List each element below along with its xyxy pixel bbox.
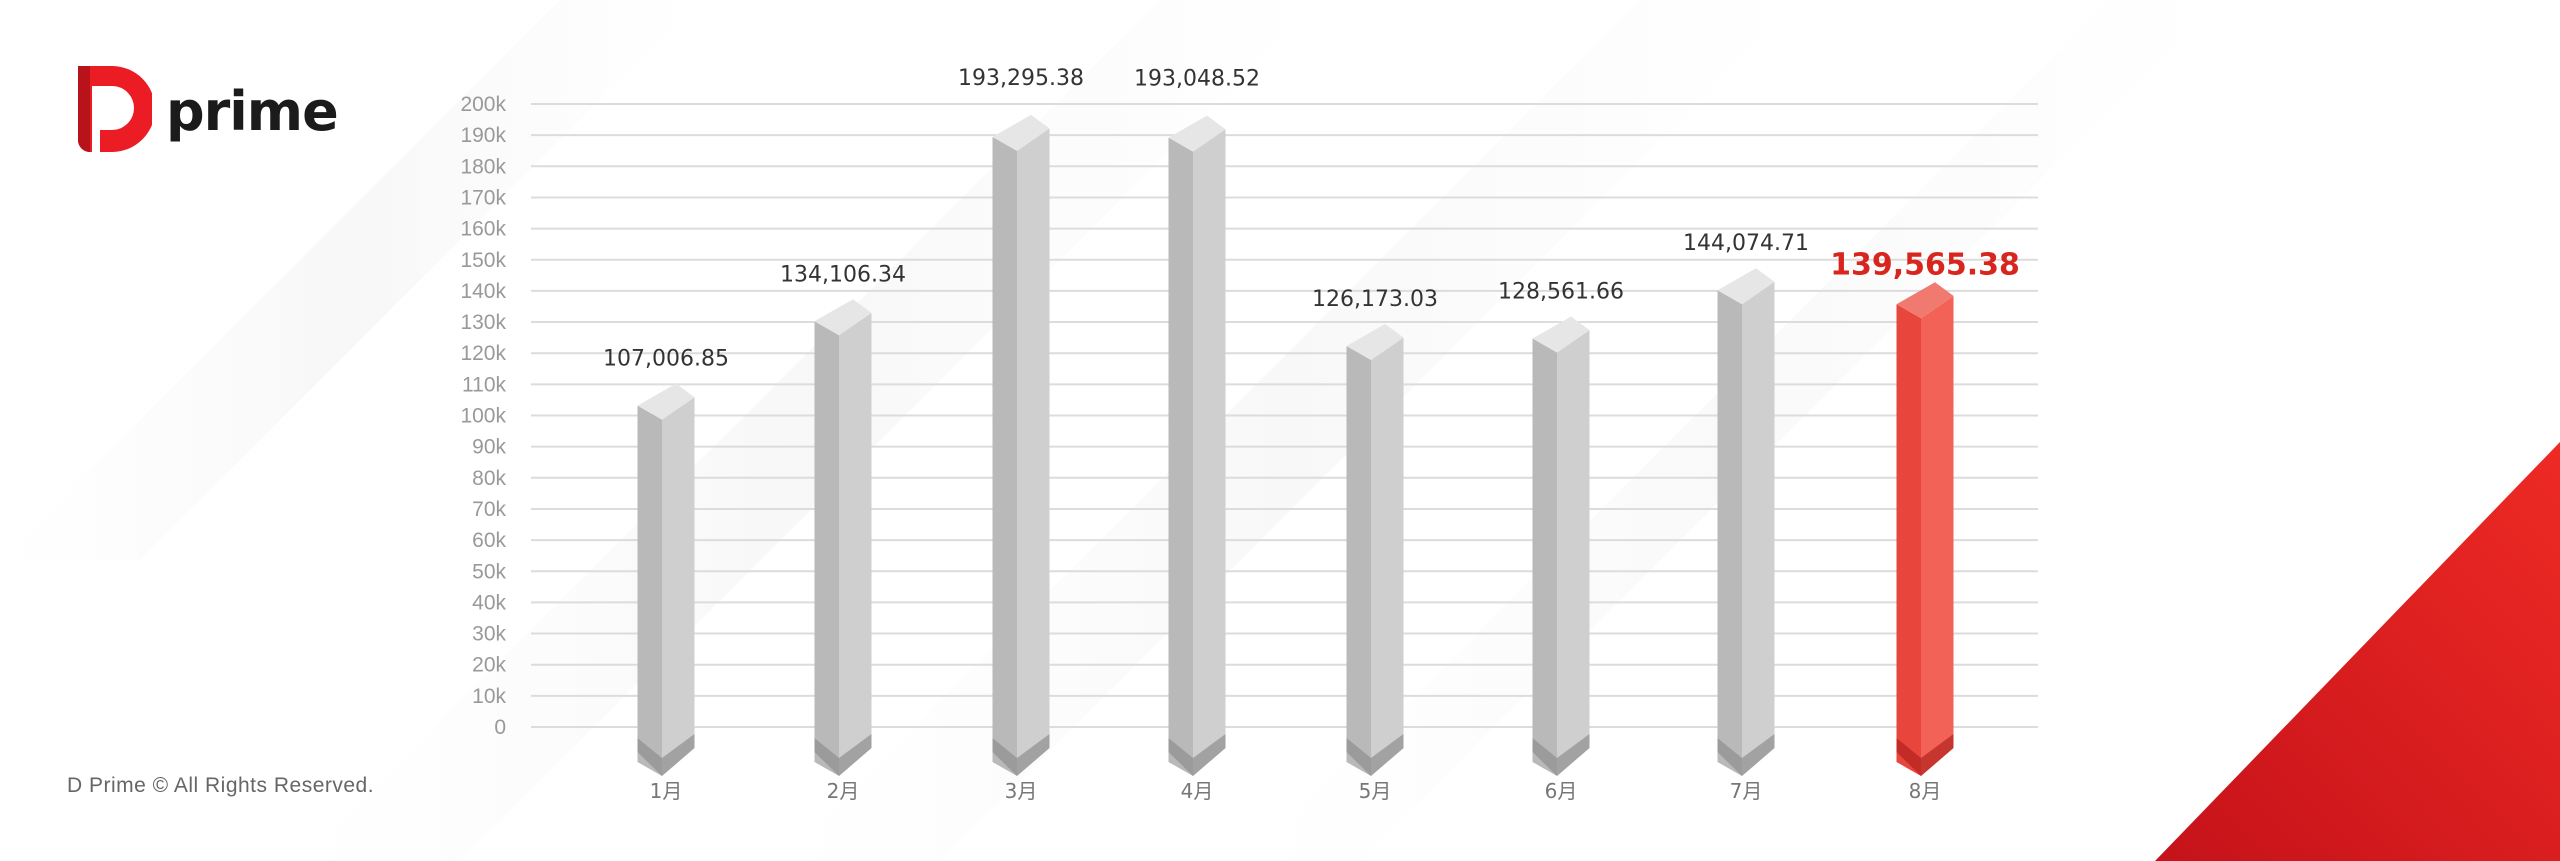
y-tick-label: 150k: [460, 249, 506, 272]
y-tick-label: 160k: [460, 218, 506, 241]
bar-base: [1532, 734, 1590, 776]
x-tick-label: 5月: [1359, 779, 1392, 803]
bar-side-face: [839, 312, 872, 776]
bar-front-face: [1896, 304, 1921, 776]
bar-value-label: 128,561.66: [1498, 280, 1624, 305]
y-tick-label: 170k: [460, 186, 506, 209]
y-tick-label: 190k: [460, 124, 506, 147]
bar-front-face: [1717, 290, 1742, 776]
y-tick-label: 130k: [460, 311, 506, 334]
bar-side-face: [662, 397, 695, 776]
y-tick-label: 200k: [460, 93, 506, 116]
bar-value-label: 126,173.03: [1312, 287, 1438, 312]
bar-value-label: 107,006.85: [603, 347, 729, 372]
y-tick-label: 20k: [472, 654, 506, 677]
y-tick-label: 90k: [472, 436, 506, 459]
bar-base: [637, 734, 695, 776]
bar-top-face: [992, 114, 1050, 151]
bar-front-face: [1168, 137, 1193, 776]
y-tick-label: 180k: [460, 155, 506, 178]
y-tick-label: 100k: [460, 405, 506, 428]
x-tick-label: 1月: [650, 779, 683, 803]
y-tick-label: 0: [494, 716, 506, 739]
x-tick-label: 7月: [1730, 779, 1763, 803]
bar-side-face: [1193, 129, 1226, 777]
bar-side-face: [1371, 337, 1404, 776]
bar-top-face: [1168, 115, 1226, 152]
bar-front-face: [1532, 338, 1557, 776]
red-corner-shape: [2155, 442, 2560, 861]
bar-base: [992, 734, 1050, 776]
bar-top-face: [1346, 323, 1404, 360]
bar-value-label: 193,048.52: [1134, 67, 1260, 92]
bar-base: [1346, 734, 1404, 776]
y-tick-label: 80k: [472, 467, 506, 490]
bar-value-label: 139,565.38: [1830, 247, 2020, 282]
bar-value-label: 134,106.34: [780, 262, 906, 287]
d-logo-icon: [78, 66, 152, 152]
copyright-text: D Prime © All Rights Reserved.: [67, 774, 375, 797]
bar-top-face: [1532, 316, 1590, 353]
bar-base: [814, 734, 872, 776]
bar-base: [1896, 734, 1954, 776]
y-tick-label: 40k: [472, 591, 506, 614]
bar-side-face: [1742, 281, 1775, 776]
bar-front-face: [637, 405, 662, 776]
y-tick-label: 140k: [460, 280, 506, 303]
y-tick-label: 10k: [472, 685, 506, 708]
bar-base: [1168, 734, 1226, 776]
x-tick-label: 4月: [1181, 779, 1214, 803]
bar-side-face: [1921, 295, 1954, 776]
bar-base: [1717, 734, 1775, 776]
x-tick-label: 8月: [1909, 779, 1942, 803]
y-tick-label: 50k: [472, 560, 506, 583]
y-tick-label: 110k: [462, 373, 506, 396]
bar-front-face: [814, 321, 839, 776]
y-tick-label: 120k: [460, 342, 506, 365]
bar-front-face: [992, 136, 1017, 776]
brand-logo: prime: [66, 66, 339, 152]
y-tick-label: 60k: [472, 529, 506, 552]
bar-front-face: [1346, 345, 1371, 776]
x-tick-label: 2月: [827, 779, 860, 803]
x-tick-label: 3月: [1005, 779, 1038, 803]
bar-side-face: [1017, 128, 1050, 777]
y-tick-label: 70k: [472, 498, 506, 521]
bar-value-label: 193,295.38: [958, 66, 1084, 91]
brand-name: prime: [166, 79, 339, 143]
bar-side-face: [1557, 330, 1590, 776]
bar-top-face: [1717, 268, 1775, 305]
bar-top-face: [814, 299, 872, 336]
bar-top-face: [1896, 282, 1954, 319]
y-tick-label: 30k: [472, 623, 506, 646]
bar-value-label: 144,074.71: [1683, 231, 1809, 256]
bar-top-face: [637, 383, 695, 420]
x-tick-label: 6月: [1545, 779, 1578, 803]
